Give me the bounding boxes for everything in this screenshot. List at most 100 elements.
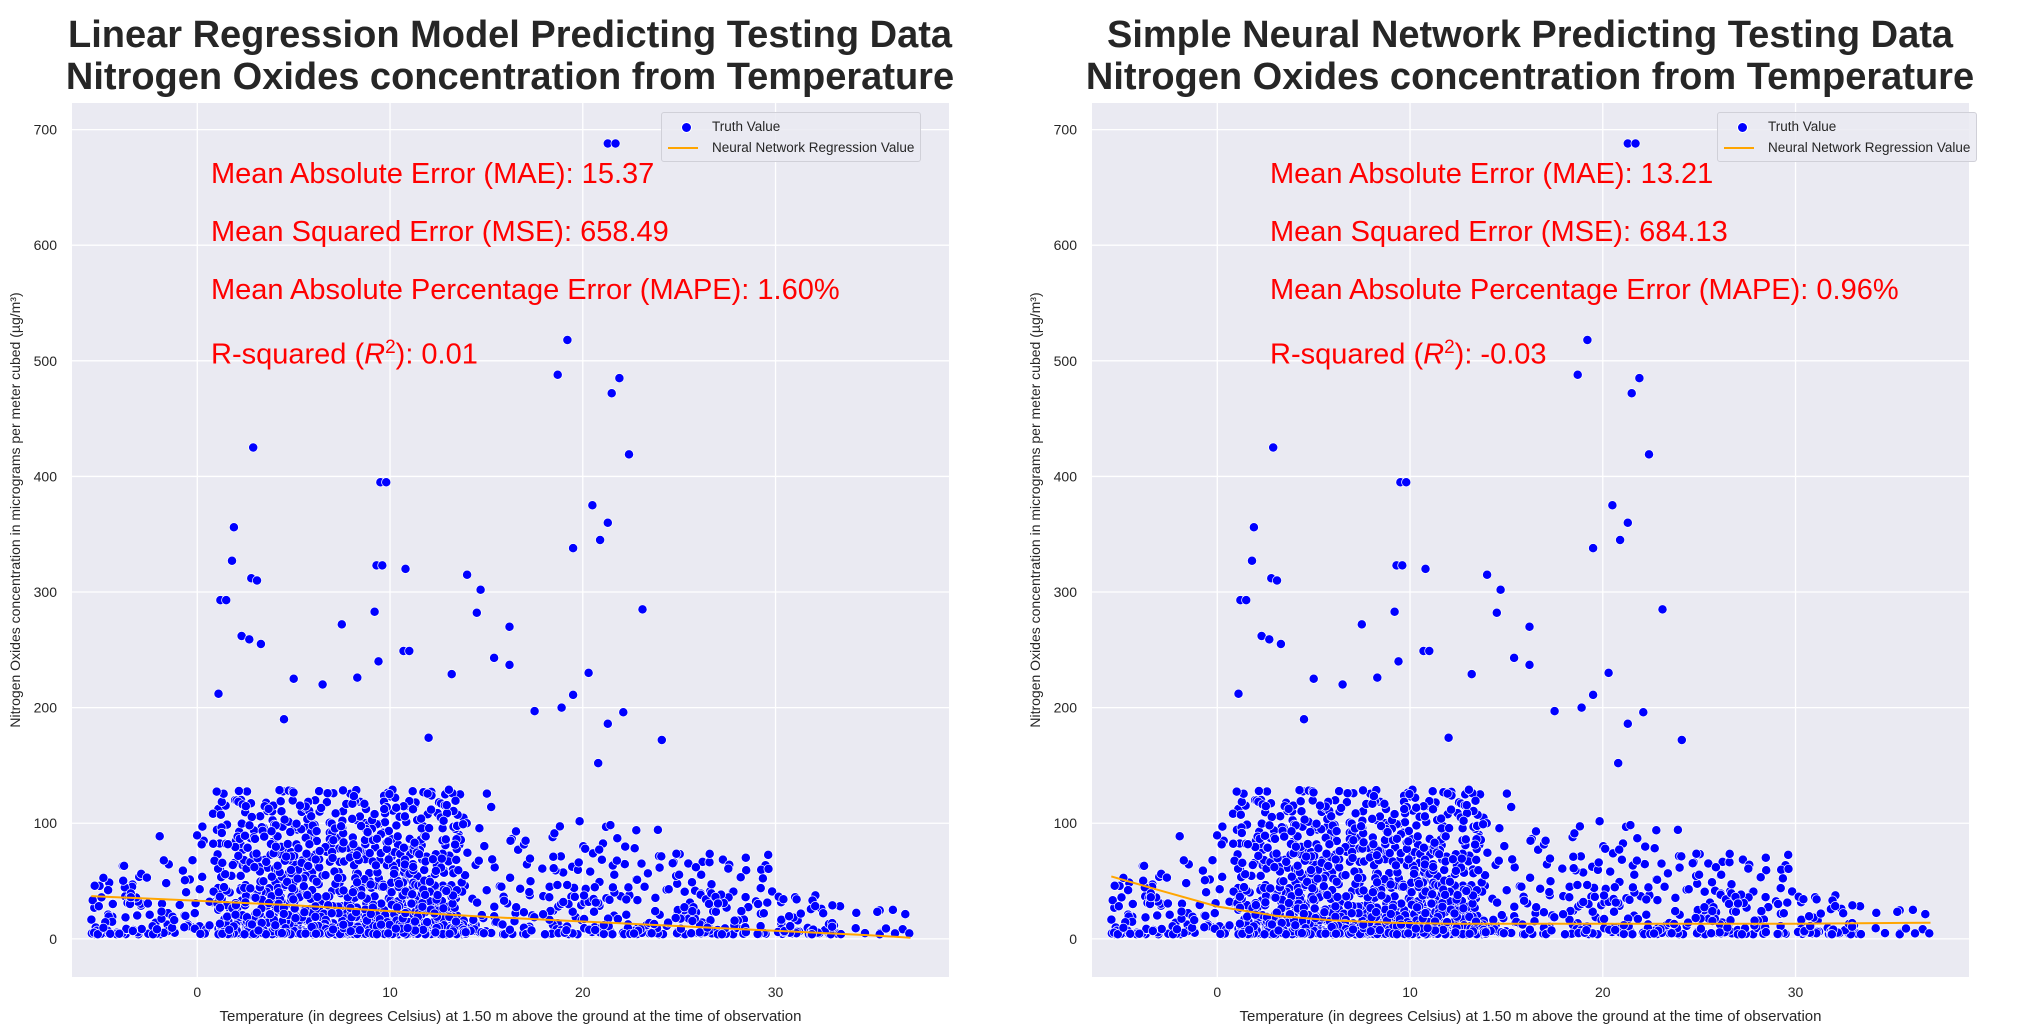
truth-point: [273, 887, 284, 898]
truth-point: [1302, 876, 1313, 887]
truth-point: [1674, 862, 1685, 873]
truth-point: [1278, 876, 1289, 887]
truth-point: [1519, 895, 1530, 906]
truth-point: [369, 809, 380, 820]
truth-point: [607, 929, 618, 940]
truth-point: [1493, 855, 1504, 866]
truth-point: [604, 894, 615, 905]
truth-point: [1326, 811, 1337, 822]
truth-point: [1384, 848, 1395, 859]
truth-point: [1546, 925, 1557, 936]
truth-point: [704, 848, 715, 859]
truth-point: [1618, 929, 1629, 939]
truth-point: [1560, 929, 1570, 940]
truth-point: [609, 869, 620, 880]
truth-point: [1471, 854, 1482, 865]
truth-point: [1470, 839, 1481, 850]
truth-point: [596, 854, 607, 865]
truth-point: [348, 839, 359, 850]
truth-point: [314, 846, 325, 856]
truth-point: [654, 862, 665, 873]
y-tick-label: 600: [1054, 237, 1078, 253]
x-tick-label: 0: [1213, 984, 1221, 1000]
truth-point: [525, 876, 536, 887]
left-chart-panel: Linear Regression Model Predicting Testi…: [0, 0, 1020, 1029]
truth-point: [476, 910, 487, 921]
truth-point: [795, 908, 806, 919]
truth-point: [1662, 868, 1673, 879]
truth-point: [233, 786, 244, 796]
truth-point: [1480, 927, 1491, 938]
truth-point: [1609, 882, 1620, 893]
regression-line: [91, 895, 911, 939]
truth-point: [224, 924, 235, 935]
truth-point: [1307, 883, 1318, 894]
truth-point: [1244, 924, 1255, 935]
truth-point: [1228, 838, 1239, 849]
truth-point: [352, 672, 363, 683]
truth-point: [515, 883, 526, 894]
truth-point: [872, 906, 883, 917]
truth-point: [1545, 853, 1555, 864]
truth-point: [354, 925, 365, 936]
truth-point: [881, 923, 891, 934]
truth-point: [650, 906, 661, 917]
truth-point: [1212, 830, 1223, 841]
truth-point: [1535, 883, 1546, 894]
truth-point: [266, 826, 277, 837]
truth-point: [552, 880, 563, 890]
truth-point: [336, 821, 347, 832]
truth-point: [265, 909, 275, 920]
truth-point: [1299, 814, 1310, 825]
legend: Truth Value Neural Network Regression Va…: [1717, 112, 1978, 162]
y-tick-label: 400: [34, 468, 58, 484]
y-tick-label: 500: [1054, 353, 1078, 369]
truth-point: [1398, 881, 1409, 892]
truth-point: [152, 924, 162, 935]
truth-point: [1538, 907, 1549, 918]
truth-point: [671, 848, 682, 859]
truth-point: [735, 872, 746, 883]
truth-point: [785, 921, 796, 932]
truth-point: [1429, 837, 1440, 848]
truth-point: [338, 785, 348, 796]
truth-point: [489, 901, 500, 912]
truth-point: [266, 871, 277, 882]
truth-point: [1599, 914, 1610, 924]
truth-point: [589, 906, 599, 917]
truth-point: [1290, 841, 1301, 852]
truth-point: [1450, 927, 1461, 938]
truth-point: [1618, 920, 1629, 931]
truth-point: [1643, 882, 1654, 893]
truth-point: [105, 928, 116, 939]
truth-point: [1737, 854, 1748, 865]
truth-point: [187, 855, 198, 866]
truth-point: [1458, 815, 1469, 826]
truth-point: [373, 656, 384, 667]
truth-point: [1670, 906, 1681, 917]
truth-point: [1379, 798, 1390, 809]
truth-point: [430, 927, 441, 938]
truth-point: [478, 928, 489, 939]
truth-point: [270, 920, 281, 931]
truth-point: [1385, 879, 1396, 890]
truth-point: [250, 892, 261, 903]
legend-entry-regression: Neural Network Regression Value: [668, 137, 914, 158]
metrics-annotation: Mean Absolute Error (MAE): 15.37 Mean Sq…: [211, 145, 840, 384]
truth-point: [417, 901, 428, 912]
truth-point: [379, 804, 390, 815]
truth-point: [1334, 846, 1345, 856]
truth-point: [1390, 860, 1401, 871]
truth-point: [1260, 897, 1271, 908]
truth-point: [321, 891, 332, 902]
truth-point: [422, 917, 433, 928]
truth-point: [1473, 865, 1484, 876]
truth-point: [240, 801, 251, 812]
truth-point: [391, 802, 402, 813]
truth-point: [1631, 855, 1642, 866]
truth-point: [276, 928, 287, 939]
truth-point: [420, 889, 431, 900]
y-tick-label: 0: [1069, 931, 1077, 947]
truth-point: [486, 802, 497, 812]
truth-point: [1118, 922, 1129, 933]
